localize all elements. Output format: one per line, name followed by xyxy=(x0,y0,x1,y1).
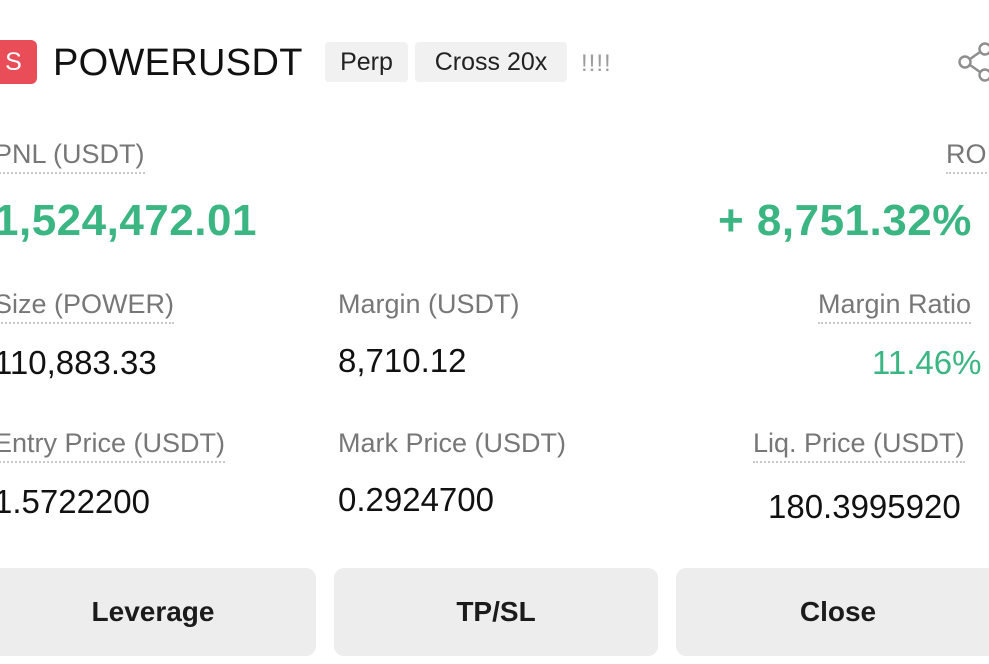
pnl-value: 1,524,472.01 xyxy=(0,196,257,245)
entry-price-value: 1.5722200 xyxy=(0,483,150,520)
mark-price-value: 0.2924700 xyxy=(338,481,494,518)
contract-type-tag: Perp xyxy=(325,42,408,82)
share-button[interactable] xyxy=(954,40,989,84)
share-icon xyxy=(958,42,989,82)
margin-ratio-label[interactable]: Margin Ratio xyxy=(818,288,972,324)
tpsl-button[interactable]: TP/SL xyxy=(334,568,658,656)
margin-mode-tag[interactable]: Cross 20x xyxy=(415,42,567,82)
size-label[interactable]: Size (POWER) xyxy=(0,288,175,324)
margin-label: Margin (USDT) xyxy=(338,289,520,319)
size-value: 110,883.33 xyxy=(0,344,157,381)
side-badge: S xyxy=(0,40,37,84)
leverage-button[interactable]: Leverage xyxy=(0,568,316,656)
margin-ratio-value: 11.46% xyxy=(872,344,982,381)
liq-price-label[interactable]: Liq. Price (USDT) xyxy=(753,427,965,463)
liq-price-value: 180.3995920 xyxy=(768,488,961,525)
roi-value: + 8,751.32% xyxy=(718,196,972,245)
mark-price-label: Mark Price (USDT) xyxy=(338,428,566,458)
margin-value: 8,710.12 xyxy=(338,342,467,379)
pnl-label[interactable]: PNL (USDT) xyxy=(0,138,145,174)
roi-label[interactable]: ROI xyxy=(946,138,989,174)
close-position-button[interactable]: Close xyxy=(676,568,989,656)
symbol-title: POWERUSDT xyxy=(53,42,303,84)
signal-strength-marks: !!!! xyxy=(581,50,612,77)
entry-price-label[interactable]: Entry Price (USDT) xyxy=(0,427,226,463)
